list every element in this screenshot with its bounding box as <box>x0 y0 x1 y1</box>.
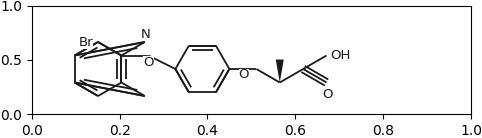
Polygon shape <box>276 60 284 83</box>
Text: N: N <box>141 28 151 41</box>
Text: O: O <box>143 56 154 69</box>
Text: Br: Br <box>79 35 93 48</box>
Text: OH: OH <box>331 49 351 62</box>
Text: O: O <box>239 68 249 82</box>
Text: O: O <box>322 88 333 102</box>
